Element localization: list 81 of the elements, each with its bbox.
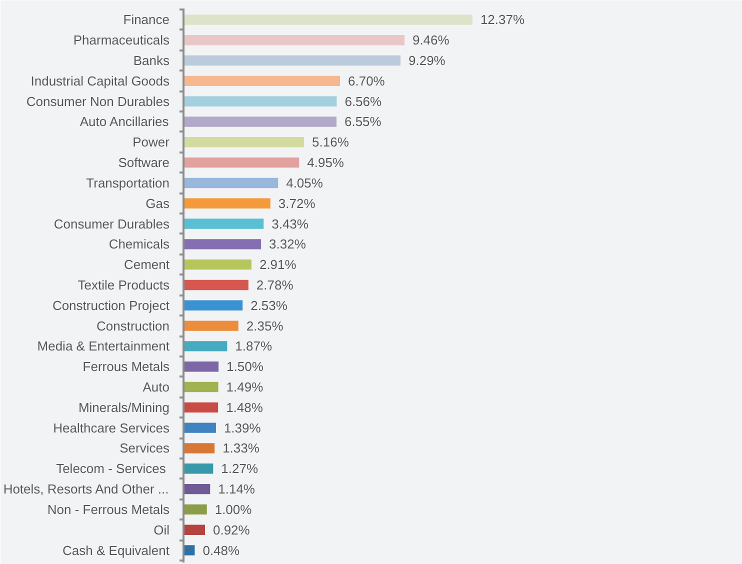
data-label: 5.16% bbox=[312, 134, 350, 150]
bar bbox=[184, 14, 472, 25]
bar bbox=[184, 239, 262, 250]
y-tick-label: Auto bbox=[142, 380, 170, 395]
y-tick-label: Construction bbox=[96, 318, 170, 334]
y-tick-label: Hotels, Resorts And Other ... bbox=[3, 482, 169, 497]
data-label: 0.92% bbox=[212, 522, 250, 538]
y-tick-label: Transportation bbox=[86, 175, 170, 190]
bar bbox=[184, 422, 216, 433]
data-label: 1.49% bbox=[226, 380, 264, 395]
y-tick-label: Auto Ancillaries bbox=[80, 114, 170, 130]
bar bbox=[184, 464, 214, 474]
data-label: 1.48% bbox=[226, 400, 264, 415]
bar bbox=[184, 218, 264, 229]
y-tick-label: Telecom - Services bbox=[56, 461, 166, 476]
data-label: 9.29% bbox=[408, 53, 446, 68]
y-tick-label: Power bbox=[132, 134, 170, 150]
y-tick-label: Textile Products bbox=[78, 277, 170, 292]
data-label: 4.05% bbox=[286, 175, 324, 190]
data-label: 12.37% bbox=[480, 12, 525, 28]
y-tick-label: Pharmaceuticals bbox=[73, 32, 170, 48]
bar bbox=[184, 35, 404, 46]
bar bbox=[184, 320, 238, 331]
bar bbox=[184, 524, 205, 535]
y-tick-label: Ferrous Metals bbox=[82, 359, 170, 374]
data-label: 2.53% bbox=[250, 298, 288, 313]
bar bbox=[184, 280, 248, 290]
data-label: 2.91% bbox=[259, 257, 297, 272]
bar bbox=[184, 402, 218, 413]
bar bbox=[184, 341, 228, 352]
y-tick-label: Consumer Non Durables bbox=[26, 94, 170, 109]
y-tick-label: Healthcare Services bbox=[53, 420, 170, 436]
bar bbox=[184, 382, 218, 392]
y-tick-label: Construction Project bbox=[52, 298, 170, 313]
data-label: 0.48% bbox=[202, 542, 240, 558]
y-tick-label: Consumer Durables bbox=[54, 216, 170, 232]
bar bbox=[184, 116, 336, 127]
data-label: 6.55% bbox=[344, 114, 382, 130]
y-tick-label: Media & Entertainment bbox=[37, 338, 170, 354]
bar bbox=[184, 96, 337, 106]
data-label: 9.46% bbox=[412, 32, 450, 48]
data-label: 1.27% bbox=[221, 461, 258, 476]
data-label: 6.70% bbox=[348, 73, 386, 88]
y-tick-label: Banks bbox=[133, 53, 170, 68]
y-tick-label: Software bbox=[118, 155, 170, 170]
y-tick-label: Services bbox=[120, 440, 170, 456]
data-label: 2.78% bbox=[256, 277, 294, 292]
data-label: 6.56% bbox=[344, 94, 382, 109]
data-label: 3.43% bbox=[272, 216, 309, 232]
data-label: 1.33% bbox=[222, 440, 260, 456]
bar bbox=[184, 504, 207, 515]
bar bbox=[184, 178, 278, 188]
bar bbox=[184, 362, 219, 372]
y-tick-label: Non - Ferrous Metals bbox=[47, 502, 170, 517]
y-tick-label: Industrial Capital Goods bbox=[30, 73, 170, 88]
y-tick-label: Minerals/Mining bbox=[78, 400, 170, 415]
bar bbox=[184, 55, 401, 66]
bar bbox=[184, 198, 270, 208]
bar bbox=[184, 157, 300, 168]
data-label: 1.14% bbox=[218, 482, 256, 497]
bar bbox=[184, 484, 210, 494]
data-label: 1.50% bbox=[226, 359, 264, 374]
bar bbox=[184, 137, 304, 148]
data-label: 1.39% bbox=[224, 420, 262, 436]
data-label: 1.00% bbox=[214, 502, 252, 517]
bar bbox=[184, 545, 195, 556]
y-tick-label: Chemicals bbox=[108, 236, 170, 252]
data-label: 3.32% bbox=[269, 236, 306, 252]
y-tick-label: Finance bbox=[123, 12, 170, 28]
bar bbox=[184, 443, 215, 454]
y-tick-label: Cash & Equivalent bbox=[62, 542, 170, 558]
bar bbox=[184, 300, 243, 310]
data-label: 3.72% bbox=[278, 196, 316, 211]
bar bbox=[184, 259, 252, 270]
data-label: 1.87% bbox=[235, 338, 272, 354]
y-tick-label: Gas bbox=[146, 196, 170, 211]
data-label: 4.95% bbox=[307, 155, 344, 170]
bar bbox=[184, 76, 340, 86]
y-tick-label: Cement bbox=[124, 257, 170, 272]
y-tick-label: Oil bbox=[154, 522, 170, 538]
data-label: 2.35% bbox=[246, 318, 284, 334]
